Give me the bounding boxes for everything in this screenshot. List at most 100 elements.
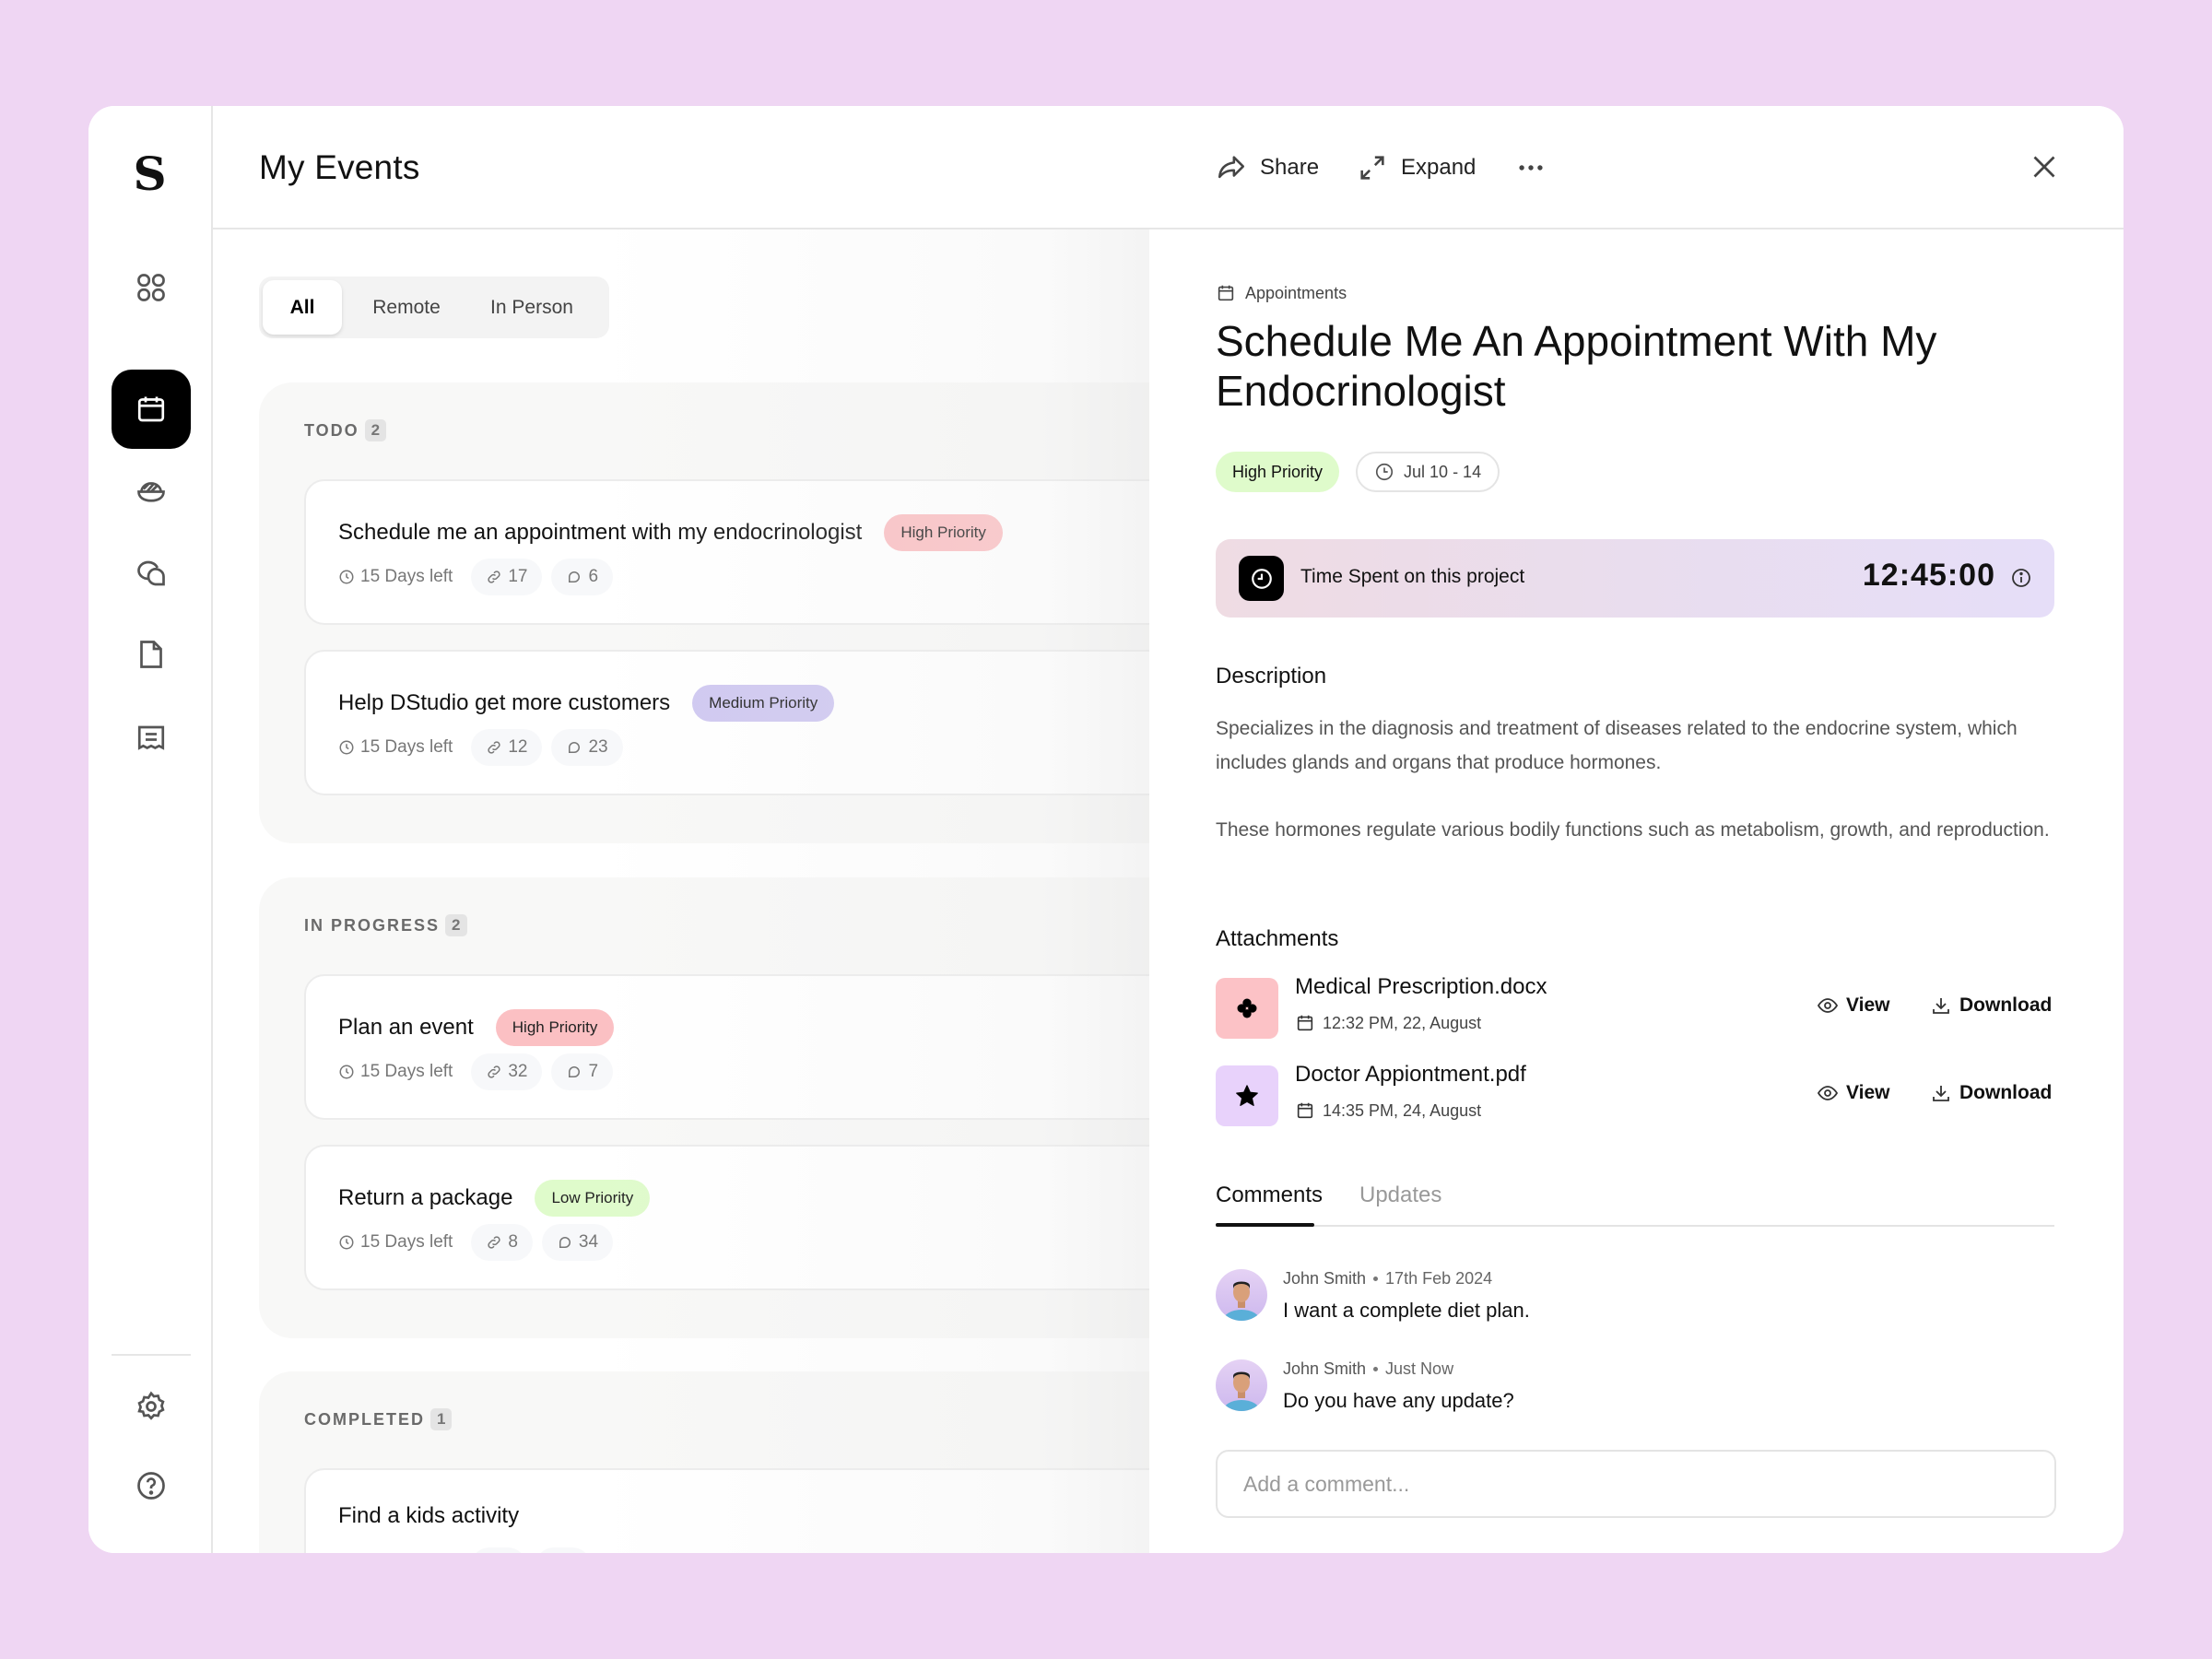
comment-item: John Smith 17th Feb 2024 I want a comple…	[1216, 1269, 2054, 1334]
chat-bubbles-icon	[137, 560, 165, 586]
task-card[interactable]: Return a package Low Priority 15 Days le…	[304, 1145, 1238, 1290]
sidebar-item-receipts[interactable]	[112, 699, 191, 778]
comment-author: John Smith	[1283, 1269, 1367, 1288]
days-left: 15 Days left	[338, 1232, 453, 1253]
comment-icon	[569, 1066, 581, 1077]
download-label: Download	[1959, 1082, 2053, 1103]
group-label-text: IN PROGRESS	[304, 915, 441, 935]
clock-icon	[339, 570, 354, 584]
links-count-text: 8	[508, 1232, 518, 1252]
receipt-icon	[137, 725, 165, 750]
app-logo[interactable]: S	[133, 147, 167, 201]
days-left-text: 15 Days left	[360, 567, 453, 586]
group-in-progress: IN PROGRESS 2 Plan an event High Priorit…	[259, 877, 1238, 1338]
group-count-badge: 1	[430, 1408, 453, 1430]
filter-all[interactable]: All	[263, 280, 342, 335]
view-attachment-button[interactable]: View	[1817, 1082, 1889, 1104]
task-card[interactable]: Schedule me an appointment with my endoc…	[304, 479, 1238, 625]
expand-label: Expand	[1401, 155, 1477, 180]
group-count-badge: 2	[445, 914, 467, 936]
clock-icon	[1251, 568, 1272, 589]
attachment-item: Medical Prescription.docx 12:32 PM, 22, …	[1216, 974, 2054, 1042]
sidebar-item-dashboard[interactable]	[112, 248, 191, 327]
info-icon[interactable]	[2010, 567, 2032, 589]
links-count[interactable]: 8	[471, 1224, 533, 1261]
comments-count[interactable]: 6	[551, 559, 614, 595]
user-avatar-icon	[1223, 1371, 1260, 1411]
view-label: View	[1846, 1082, 1890, 1103]
links-count[interactable]: 32	[471, 1053, 543, 1090]
task-card[interactable]: Find a kids activity 15 Days left	[304, 1468, 1238, 1553]
clock-icon	[1375, 463, 1394, 481]
comment-text: I want a complete diet plan.	[1283, 1299, 1530, 1322]
comments-count[interactable]	[535, 1547, 592, 1553]
app-window: S My Events All	[88, 106, 2124, 1553]
links-count[interactable]: 12	[471, 729, 543, 766]
download-icon	[1933, 998, 1949, 1014]
task-card[interactable]: Plan an event High Priority 15 Days left…	[304, 974, 1238, 1120]
task-detail-title: Schedule Me An Appointment With My Endoc…	[1216, 317, 1937, 415]
filter-in-person[interactable]: In Person	[490, 296, 573, 318]
sidebar-item-meals[interactable]	[112, 451, 191, 530]
expand-button[interactable]: Expand	[1357, 147, 1476, 188]
links-count[interactable]: 17	[471, 559, 543, 595]
tab-updates[interactable]: Updates	[1359, 1182, 1442, 1207]
priority-badge: Low Priority	[535, 1180, 651, 1217]
group-todo: TODO 2 Schedule me an appointment with m…	[259, 382, 1238, 843]
comments-count-text: 6	[588, 567, 599, 586]
add-comment-input[interactable]	[1216, 1450, 2056, 1518]
links-count[interactable]	[471, 1547, 527, 1553]
group-count-badge: 2	[364, 419, 387, 441]
sidebar-item-events[interactable]	[112, 370, 191, 449]
comment-text: Do you have any update?	[1283, 1389, 1514, 1412]
sidebar-divider	[112, 1354, 191, 1356]
close-icon[interactable]	[2028, 150, 2061, 183]
comment-icon	[569, 742, 581, 753]
link-icon	[488, 1236, 500, 1249]
sidebar-item-settings[interactable]	[112, 1367, 191, 1446]
eye-icon	[1817, 998, 1839, 1013]
comments-count[interactable]: 7	[551, 1053, 614, 1090]
calendar-icon	[1297, 1102, 1313, 1119]
tab-comments[interactable]: Comments	[1216, 1182, 1324, 1207]
attachment-name[interactable]: Doctor Appiontment.pdf	[1295, 1062, 1526, 1087]
attachment-name[interactable]: Medical Prescription.docx	[1295, 974, 1547, 999]
task-title: Help DStudio get more customers	[338, 690, 671, 715]
group-label-text: COMPLETED	[304, 1409, 426, 1429]
attachment-date: 14:35 PM, 24, August	[1295, 1100, 1481, 1121]
panel-header: Share Expand	[1149, 106, 2124, 229]
attachment-thumbnail	[1216, 978, 1278, 1039]
download-attachment-button[interactable]: Download	[1930, 1082, 2052, 1104]
comments-count[interactable]: 23	[551, 729, 623, 766]
link-icon	[488, 1065, 500, 1078]
sidebar: S	[88, 106, 213, 1553]
sidebar-item-messages[interactable]	[112, 534, 191, 613]
sidebar-item-documents[interactable]	[112, 615, 191, 694]
task-title: Plan an event	[338, 1015, 474, 1040]
sidebar-item-help[interactable]	[112, 1446, 191, 1525]
date-range-badge: Jul 10 - 14	[1356, 452, 1500, 492]
comments-count[interactable]: 34	[541, 1224, 614, 1261]
more-options-button[interactable]	[1515, 147, 1547, 188]
flower-icon	[1237, 998, 1257, 1018]
separator-dot	[1373, 1277, 1379, 1281]
clock-icon	[339, 740, 354, 755]
clock-icon	[339, 1235, 354, 1250]
comment-meta: John Smith Just Now	[1283, 1359, 1453, 1379]
share-button[interactable]: Share	[1216, 147, 1319, 188]
group-label: COMPLETED 1	[304, 1408, 453, 1430]
download-attachment-button[interactable]: Download	[1930, 994, 2052, 1017]
comment-icon	[559, 1237, 571, 1248]
category-label: Appointments	[1245, 283, 1347, 302]
help-circle-icon	[137, 1472, 165, 1500]
view-label: View	[1846, 994, 1890, 1016]
days-left-text: 15 Days left	[360, 1232, 453, 1252]
task-title: Find a kids activity	[338, 1503, 520, 1528]
calendar-icon	[1297, 1015, 1313, 1031]
task-detail-panel: Share Expand Appointments Schedule Me An…	[1149, 106, 2124, 1553]
filter-remote[interactable]: Remote	[372, 296, 441, 318]
task-card[interactable]: Help DStudio get more customers Medium P…	[304, 650, 1238, 795]
view-attachment-button[interactable]: View	[1817, 994, 1889, 1017]
group-completed: COMPLETED 1 Find a kids activity 15 Days…	[259, 1371, 1238, 1553]
share-icon	[1218, 156, 1245, 179]
